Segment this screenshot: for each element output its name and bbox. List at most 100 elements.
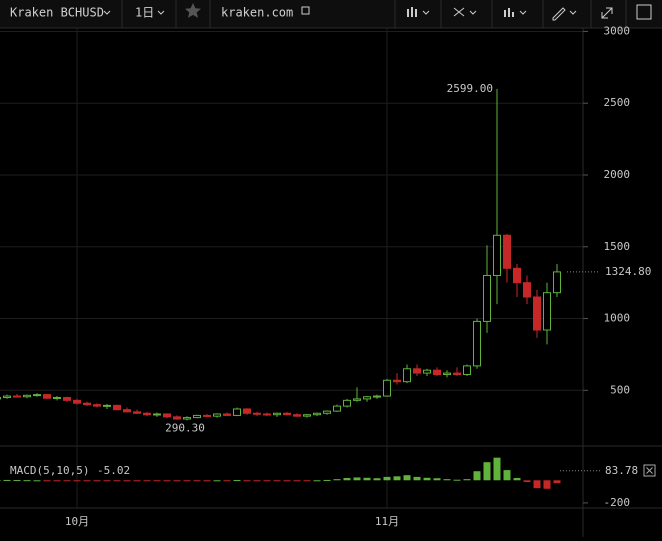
macd-bar xyxy=(253,480,261,482)
macd-bar xyxy=(453,479,461,481)
candle-body xyxy=(393,379,401,383)
candle-body xyxy=(373,395,381,398)
macd-bar xyxy=(113,480,121,482)
macd-bar xyxy=(3,479,11,481)
macd-bar xyxy=(373,478,381,481)
macd-bar xyxy=(383,476,391,481)
macd-bar xyxy=(413,476,421,481)
macd-bar xyxy=(353,477,361,481)
snapshot-icon[interactable] xyxy=(636,4,652,20)
external-link-icon[interactable] xyxy=(301,6,310,15)
site[interactable]: kraken.com xyxy=(221,6,293,20)
macd-bar xyxy=(493,457,501,481)
candle-body xyxy=(453,372,461,376)
macd-bar xyxy=(513,478,521,481)
candle-body xyxy=(383,379,391,397)
candle-body xyxy=(203,414,211,417)
fullscreen-icon[interactable] xyxy=(601,7,613,19)
macd-bar xyxy=(433,478,441,481)
x-tick-label: 10月 xyxy=(65,515,89,528)
candle-body xyxy=(213,413,221,417)
macd-bar xyxy=(243,480,251,482)
candle-body xyxy=(133,411,141,414)
candle-body xyxy=(333,405,341,412)
candle-body xyxy=(93,404,101,407)
y-tick-label: 1500 xyxy=(604,240,631,253)
macd-bar xyxy=(23,480,31,482)
macd-bar xyxy=(203,480,211,482)
macd-bar xyxy=(303,480,311,482)
macd-bar xyxy=(313,480,321,482)
macd-bar xyxy=(43,480,51,482)
candle-body xyxy=(3,395,11,398)
macd-bar xyxy=(283,480,291,482)
candle-body xyxy=(243,408,251,414)
y-tick-label: 2500 xyxy=(604,96,631,109)
dropdown-icon xyxy=(469,10,477,15)
candle-body xyxy=(83,402,91,406)
macd-bar xyxy=(33,480,41,482)
draw-icon[interactable] xyxy=(552,7,566,21)
dropdown-icon xyxy=(157,10,165,15)
symbol[interactable]: Kraken BCHUSD xyxy=(10,6,104,20)
dropdown-icon xyxy=(569,10,577,15)
candle-body xyxy=(533,296,541,331)
candle-body xyxy=(303,414,311,417)
close-pane-icon[interactable] xyxy=(643,464,656,477)
candle-body xyxy=(283,412,291,416)
candle-body xyxy=(233,408,241,416)
candle-body xyxy=(483,274,491,322)
candle-body xyxy=(123,409,131,413)
macd-bar xyxy=(183,480,191,482)
last-price-label: 1324.80 xyxy=(605,265,651,278)
macd-bar xyxy=(73,480,81,482)
macd-bar xyxy=(423,477,431,481)
dropdown-icon xyxy=(519,10,527,15)
macd-bar xyxy=(543,480,551,489)
candle-body xyxy=(253,412,261,415)
candle-body xyxy=(153,413,161,416)
candle-body xyxy=(493,234,501,276)
candle-body xyxy=(193,414,201,419)
macd-bar xyxy=(473,471,481,481)
macd-bar xyxy=(53,480,61,482)
close-pane-icon xyxy=(646,467,653,474)
macd-bar xyxy=(523,480,531,482)
candle-body xyxy=(403,368,411,383)
toolbar: Kraken BCHUSD 1日 kraken.com xyxy=(0,0,662,29)
candle-body xyxy=(103,404,111,407)
macd-bar xyxy=(173,480,181,482)
candle-body xyxy=(23,394,31,398)
candle-body xyxy=(223,413,231,416)
macd-bar xyxy=(223,480,231,482)
macd-bar xyxy=(533,480,541,489)
dropdown-icon xyxy=(422,10,430,15)
candle-body xyxy=(543,292,551,331)
x-tick-label: 11月 xyxy=(375,515,399,528)
low-label: 290.30 xyxy=(165,421,205,434)
macd-bar xyxy=(323,479,331,481)
dropdown-icon xyxy=(103,10,111,15)
compare-icon[interactable] xyxy=(504,8,514,17)
macd-bar xyxy=(443,479,451,481)
macd-bar xyxy=(333,479,341,481)
chart-type-icon[interactable] xyxy=(407,7,417,17)
candle-body xyxy=(273,412,281,416)
macd-bar xyxy=(293,480,301,482)
candle-body xyxy=(13,395,21,398)
interval[interactable]: 1日 xyxy=(135,6,154,20)
macd-bar xyxy=(163,480,171,482)
candle-body xyxy=(463,365,471,376)
macd-bar xyxy=(553,480,561,484)
macd-bar xyxy=(463,479,471,481)
favorite-icon[interactable] xyxy=(185,3,201,18)
macd-bar xyxy=(13,480,21,482)
macd-bar xyxy=(103,480,111,482)
indicator-icon[interactable] xyxy=(453,7,465,17)
last-value-label: 83.78 xyxy=(605,464,638,477)
candle-body xyxy=(443,372,451,376)
candle-body xyxy=(73,399,81,404)
